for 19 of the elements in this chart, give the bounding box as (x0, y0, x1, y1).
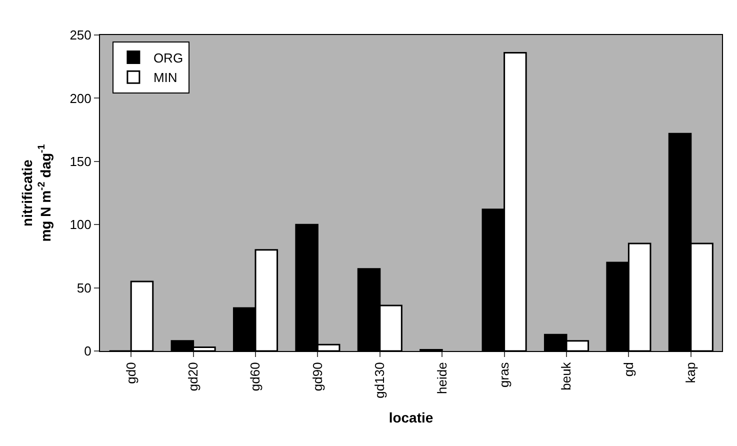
x-tick-label: kap (683, 362, 698, 384)
y-tick-label: 0 (84, 344, 92, 359)
x-axis-title: locatie (388, 410, 434, 426)
x-tick-label: gras (496, 362, 512, 388)
x-tick-label: gd20 (186, 362, 201, 392)
x-tick-label: gd (620, 362, 636, 377)
y-tick-label: 100 (70, 217, 92, 232)
y-tick-label: 250 (70, 28, 92, 43)
legend-label: MIN (153, 70, 178, 86)
y-tick-label: 150 (70, 154, 92, 169)
x-tick-label: gd0 (123, 362, 138, 384)
y-tick-label: 200 (70, 90, 92, 106)
x-tick-label: gd60 (248, 362, 263, 392)
x-tick-label: beuk (558, 362, 574, 390)
x-tick-label: gd130 (372, 362, 388, 398)
x-tick-label: gd90 (310, 362, 325, 392)
y-tick-label: 50 (76, 280, 92, 296)
x-tick-label: heide (434, 362, 450, 394)
legend-label: ORG (153, 50, 184, 66)
